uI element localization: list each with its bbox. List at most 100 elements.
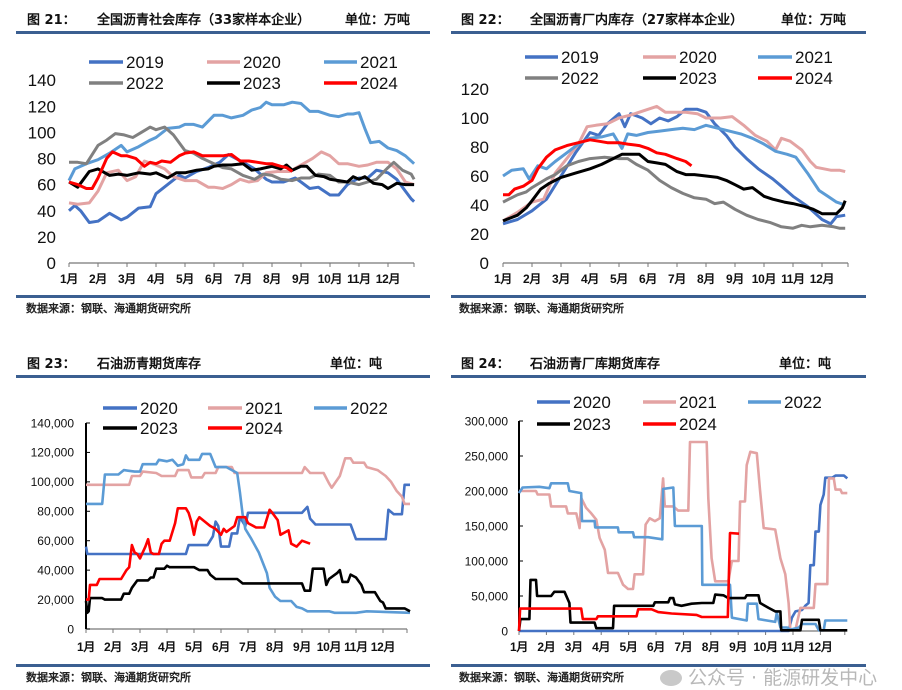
legend-label-2020: 2020	[679, 48, 717, 67]
legend-label-2020: 2020	[243, 53, 281, 72]
series-line-2019	[502, 107, 846, 226]
x-tick-label: 10月	[318, 272, 342, 286]
y-tick-label: 120,000	[31, 446, 75, 460]
chart-23: 0 20,000 40,000 60,000 80,000 100,000 120,000 1…	[31, 399, 411, 654]
x-tick-label: 8月	[266, 640, 284, 654]
y-tick-label: 80	[470, 138, 489, 157]
legend-label-2024: 2024	[795, 69, 833, 88]
y-tick-label: 80	[37, 150, 56, 169]
chart-22-fig-label: 图 22：	[461, 13, 510, 28]
x-tick-label: 9月	[726, 272, 744, 286]
watermark-text: 公众号 · 能源研发中心	[688, 667, 878, 689]
chart-21: 0 20 40 60 80 100 120 140 1月 2月 3月 4月 5月 6月 7月 8月 9月 10月 1…	[28, 53, 416, 286]
y-tick-label: 200,000	[465, 484, 509, 498]
chart-23-bottom-rule	[16, 664, 430, 667]
y-tick-label: 150,000	[465, 519, 509, 533]
y-tick-label: 40	[37, 202, 56, 221]
chart-22-top-rule	[451, 31, 866, 34]
chart-21-fig-label: 图 21：	[27, 13, 76, 28]
legend-label-2019: 2019	[126, 53, 164, 72]
chart-21-unit: 单位：万吨	[345, 13, 411, 28]
y-tick-label: 60	[37, 176, 56, 195]
legend-label-2021: 2021	[795, 48, 833, 67]
series-line-2020	[502, 104, 846, 223]
chart-24-unit: 单位：吨	[779, 357, 832, 372]
x-tick-label: 1月	[60, 272, 78, 286]
chart-22-unit: 单位：万吨	[781, 13, 847, 28]
series-line-2022	[69, 125, 416, 187]
x-tick-label: 6月	[639, 272, 657, 286]
x-tick-label: 12月	[810, 272, 834, 286]
x-tick-label: 10月	[752, 272, 776, 286]
series-line-2023	[84, 564, 411, 615]
x-tick-label: 4月	[592, 640, 610, 654]
series-line-2021	[86, 457, 410, 506]
series-line-2024	[68, 150, 294, 190]
x-tick-label: 3月	[118, 272, 136, 286]
y-tick-label: 20	[37, 228, 56, 247]
x-tick-label: 11月	[347, 272, 371, 286]
x-tick-label: 11月	[344, 640, 368, 654]
chart-23-fig-label: 图 23：	[27, 357, 76, 372]
x-tick-label: 6月	[647, 640, 665, 654]
series-line-2024	[86, 507, 311, 601]
x-tick-label: 9月	[292, 272, 310, 286]
y-tick-label: 40,000	[37, 563, 74, 577]
y-tick-label: 60	[470, 167, 489, 186]
legend-label-2024: 2024	[679, 415, 717, 434]
chart-24-fig-label: 图 24：	[461, 357, 510, 372]
y-tick-label: 100,000	[465, 554, 509, 568]
y-tick-label: 20,000	[37, 593, 74, 607]
legend-label-2023: 2023	[573, 415, 611, 434]
y-tick-label: 100,000	[31, 475, 75, 489]
watermark: 公众号 · 能源研发中心	[660, 668, 877, 688]
series-line-2022	[517, 482, 848, 632]
series-line-2020	[68, 150, 415, 206]
legend-label-2020: 2020	[573, 393, 611, 412]
chart-21-title: 全国沥青社会库存（33家样本企业）	[97, 13, 311, 28]
x-tick-label: 1月	[77, 640, 95, 654]
x-tick-label: 6月	[212, 640, 230, 654]
x-tick-label: 5月	[620, 640, 638, 654]
y-tick-label: 300,000	[465, 414, 509, 428]
y-tick-label: 50,000	[471, 589, 508, 603]
series-line-2021	[67, 100, 416, 182]
chart-24: 0 50,000 100,000 150,000 200,000 250,000 300,0…	[465, 393, 849, 654]
x-tick-label: 5月	[185, 640, 203, 654]
series-line-2020	[84, 483, 410, 556]
x-tick-label: 2月	[523, 272, 541, 286]
chart-24-title: 石油沥青厂库期货库存	[530, 357, 661, 372]
chart-22: 0 20 40 60 80 100 120 1月 2月 3月 4月 5月 6月 7月 8月 9月 10月 11月 1…	[461, 48, 849, 286]
x-tick-label: 5月	[610, 272, 628, 286]
x-tick-label: 12月	[376, 272, 400, 286]
legend-label-2021: 2021	[245, 399, 283, 418]
x-tick-label: 4月	[147, 272, 165, 286]
legend-label-2021: 2021	[360, 53, 398, 72]
y-tick-label: 250,000	[465, 449, 509, 463]
chart-21-source: 数据来源：钢联、海通期货研究所	[26, 302, 191, 315]
x-tick-label: 1月	[510, 640, 528, 654]
x-tick-label: 12月	[808, 640, 832, 654]
x-tick-label: 9月	[293, 640, 311, 654]
y-tick-label: 0	[67, 622, 74, 636]
legend-label-2020: 2020	[140, 399, 178, 418]
x-tick-label: 2月	[537, 640, 555, 654]
series-line-2022	[502, 155, 846, 230]
x-tick-label: 8月	[697, 272, 715, 286]
x-tick-label: 5月	[176, 272, 194, 286]
series-line-2023	[502, 152, 847, 223]
series-line-2023	[517, 578, 848, 632]
legend-label-2022: 2022	[126, 74, 164, 93]
series-line-2024	[503, 138, 693, 197]
x-tick-label: 10月	[753, 640, 777, 654]
legend-label-2023: 2023	[243, 74, 281, 93]
x-tick-label: 11月	[781, 640, 805, 654]
x-tick-label: 2月	[89, 272, 107, 286]
legend-label-2023: 2023	[679, 69, 717, 88]
x-tick-label: 7月	[239, 640, 257, 654]
chart-23-title: 石油沥青期货库存	[97, 357, 202, 372]
y-tick-label: 120	[461, 80, 489, 99]
y-tick-label: 100	[28, 123, 56, 142]
y-tick-label: 40	[470, 196, 489, 215]
y-tick-label: 140	[28, 71, 56, 90]
